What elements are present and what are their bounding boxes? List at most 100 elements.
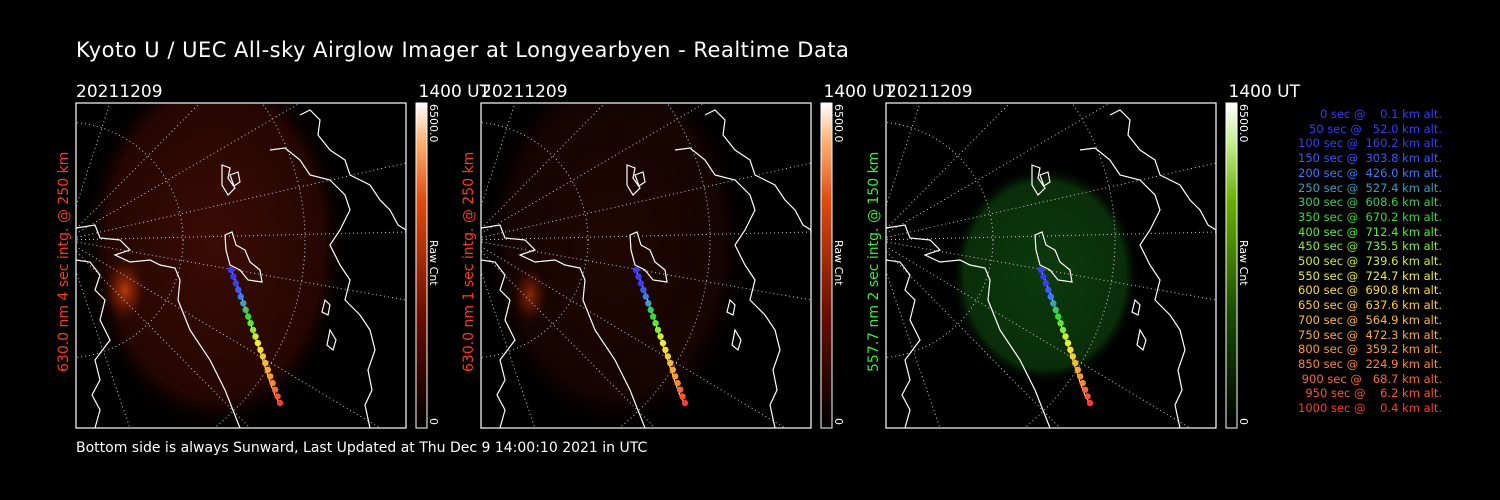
trajectory-point xyxy=(237,293,244,300)
legend-entry: 200 sec @ 426.0 km alt. xyxy=(1298,165,1442,180)
map-frame xyxy=(885,102,1217,429)
trajectory-point xyxy=(232,280,240,287)
airglow-emission xyxy=(481,103,750,428)
legend-entry: 0 sec @ 0.1 km alt. xyxy=(1319,107,1442,121)
trajectory-point xyxy=(1074,366,1082,373)
panel-time: 1400 UT xyxy=(418,82,491,102)
trajectory-point xyxy=(637,280,645,287)
legend-entry: 900 sec @ 68.7 km alt. xyxy=(1301,371,1442,386)
trajectory-point xyxy=(647,306,654,314)
trajectory-point xyxy=(1057,320,1064,327)
trajectory-point xyxy=(676,386,684,393)
legend-entry: 350 sec @ 670.2 km alt. xyxy=(1298,209,1442,224)
grid-lines xyxy=(886,103,1216,428)
legend-entry: 850 sec @ 224.9 km alt. xyxy=(1298,356,1442,371)
trajectory-point xyxy=(240,300,247,307)
trajectory-point xyxy=(632,266,640,274)
coastlines xyxy=(481,109,811,428)
trajectory-point xyxy=(262,359,269,367)
trajectory-point xyxy=(640,286,647,294)
legend-entry: 1000 sec @ 0.4 km alt. xyxy=(1298,401,1442,416)
panel-time: 1400 UT xyxy=(823,82,896,102)
airglow-panel-557-2s: 20211209 1400 UT xyxy=(886,80,1300,440)
trajectory-point xyxy=(1042,280,1050,287)
trajectory-point xyxy=(642,293,649,300)
trajectory-point xyxy=(662,346,669,353)
map-panel-1 xyxy=(481,103,811,428)
trajectory-point xyxy=(247,320,254,327)
trajectory-point xyxy=(652,320,659,327)
airglow-panel-630-4s: 20211209 1400 UT xyxy=(76,80,490,440)
trajectory-point xyxy=(674,379,681,387)
legend-entry: 300 sec @ 608.6 km alt. xyxy=(1298,195,1442,210)
trajectory-point xyxy=(230,273,237,280)
trajectory-point xyxy=(252,333,259,340)
trajectory-point xyxy=(269,379,276,387)
trajectory-point xyxy=(274,393,281,400)
trajectory-point xyxy=(254,339,262,347)
panel-time: 1400 UT xyxy=(1228,82,1301,102)
trajectory-point xyxy=(242,306,249,314)
trajectory-point xyxy=(276,399,284,407)
trajectory-point xyxy=(1067,346,1074,353)
trajectory-point xyxy=(245,313,252,320)
trajectory-point xyxy=(271,386,279,393)
trajectory-point xyxy=(1047,293,1055,300)
legend-entry: 250 sec @ 527.4 km alt. xyxy=(1298,180,1442,195)
trajectory-point xyxy=(1086,399,1094,407)
trajectory-point xyxy=(659,339,667,347)
grid-lines xyxy=(481,103,811,428)
legend-entry: 700 sec @ 564.9 km alt. xyxy=(1298,312,1442,327)
coastlines xyxy=(886,109,1216,428)
grid-lines xyxy=(76,103,406,428)
legend-entry: 50 sec @ 52.0 km alt. xyxy=(1309,121,1442,136)
airglow-hotspot xyxy=(512,265,548,325)
legend-entry: 650 sec @ 637.6 km alt. xyxy=(1298,298,1442,313)
trajectory-point xyxy=(235,286,242,294)
legend-entry: 750 sec @ 472.3 km alt. xyxy=(1298,327,1442,342)
trajectory-point xyxy=(1084,393,1091,400)
legend-entry: 800 sec @ 359.2 km alt. xyxy=(1298,342,1442,357)
trajectory-point xyxy=(1077,373,1084,380)
trajectory-point xyxy=(681,399,689,407)
airglow-panel-630-1s: 20211209 1400 UT xyxy=(481,80,895,440)
trajectory-point xyxy=(649,313,657,320)
trajectory-point xyxy=(664,353,672,360)
legend-entry: 600 sec @ 690.8 km alt. xyxy=(1298,283,1442,298)
trajectory-point xyxy=(1069,353,1077,360)
colorbar xyxy=(820,102,833,429)
trajectory-point xyxy=(1081,386,1089,393)
airglow-emission xyxy=(80,103,350,428)
map-frame xyxy=(480,102,812,429)
trajectory-point xyxy=(1052,306,1059,314)
panel-date: 20211209 xyxy=(886,82,973,102)
trajectory-point xyxy=(1037,266,1045,274)
trajectory-point xyxy=(669,366,676,373)
trajectory-markers xyxy=(227,266,1094,407)
trajectory-point xyxy=(259,353,267,360)
trajectory-point xyxy=(654,326,662,334)
trajectory-point xyxy=(227,266,235,274)
trajectory-point xyxy=(657,333,664,340)
trajectory-point xyxy=(1040,273,1047,280)
legend-entry: 500 sec @ 739.6 km alt. xyxy=(1298,254,1442,269)
trajectory-point xyxy=(1079,379,1086,387)
time-altitude-legend: 0 sec @ 0.1 km alt. 50 sec @ 52.0 km alt… xyxy=(1262,107,1442,416)
coastlines xyxy=(76,109,406,428)
trajectory-point xyxy=(1045,286,1052,294)
trajectory-point xyxy=(672,373,679,380)
trajectory-point xyxy=(645,300,652,307)
panel-date: 20211209 xyxy=(76,82,163,102)
airglow-hotspot xyxy=(103,256,147,324)
footer-note: Bottom side is always Sunward, Last Upda… xyxy=(76,440,648,456)
page-title: Kyoto U / UEC All-sky Airglow Imager at … xyxy=(76,38,850,62)
legend-entry: 450 sec @ 735.5 km alt. xyxy=(1298,239,1442,254)
legend-entry: 950 sec @ 6.2 km alt. xyxy=(1305,386,1442,401)
trajectory-point xyxy=(1064,339,1072,347)
colorbar xyxy=(415,102,428,429)
legend-entry: 400 sec @ 712.4 km alt. xyxy=(1298,224,1442,239)
trajectory-point xyxy=(1055,313,1062,320)
map-frame xyxy=(75,102,407,429)
trajectory-point xyxy=(679,393,686,400)
